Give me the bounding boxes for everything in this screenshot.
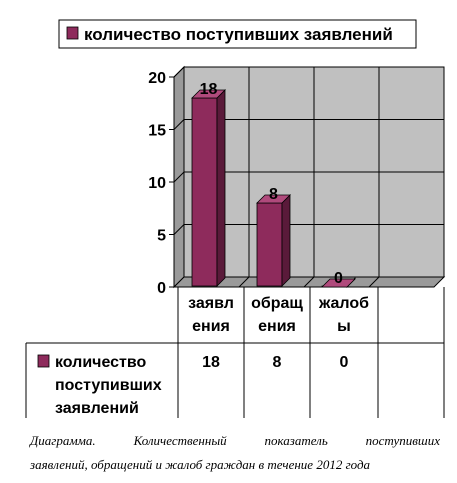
gridline — [173, 171, 444, 183]
category-label-1-line-0: обращ — [251, 295, 303, 312]
legend-swatch — [66, 26, 79, 40]
category-label-2-line-0: жалоб — [318, 295, 369, 312]
figure-caption-line-2: заявлений, обращений и жалоб граждан в т… — [30, 457, 371, 472]
legend: количество поступивших заявлений — [58, 19, 417, 49]
category-divider — [238, 67, 250, 288]
category-label-1-line-1: ения — [258, 318, 296, 335]
table-series-swatch — [37, 354, 50, 368]
bar-2 — [321, 277, 356, 288]
bar-value-label-0: 18 — [200, 81, 218, 98]
category-label-0-line-1: ения — [192, 318, 230, 335]
bar-top — [256, 194, 291, 204]
bar-side — [281, 194, 291, 287]
bar-value-label-1: 8 — [269, 186, 278, 203]
y-tick-label: 20 — [148, 70, 166, 87]
table-series-label-line-1: поступивших — [55, 377, 162, 394]
y-tick-label: 0 — [157, 280, 166, 297]
grid — [173, 66, 444, 288]
category-label-2-line-1: ы — [337, 318, 351, 335]
bar-top — [321, 278, 356, 288]
gridline — [173, 66, 444, 78]
bar-1 — [256, 194, 291, 287]
data-table: заявл ения обращ ения жалоб ы количество… — [25, 287, 445, 418]
chart: количество поступивших заявлений 0 5 10 15 2… — [25, 19, 446, 418]
y-tick-label: 15 — [148, 123, 166, 140]
legend-box — [58, 19, 417, 49]
table-value-2: 0 — [340, 354, 349, 371]
category-divider — [303, 67, 315, 288]
y-axis: 0 5 10 15 20 — [148, 70, 175, 297]
bar-top — [191, 89, 226, 99]
y-tick-label: 10 — [148, 175, 166, 192]
bar-value-label-2: 0 — [334, 270, 343, 287]
bar-front — [191, 97, 218, 287]
legend-label: количество поступивших заявлений — [84, 25, 393, 44]
bar-0 — [191, 89, 226, 287]
figure-caption-line-1: Диаграмма. Количественный показатель пос… — [30, 433, 440, 448]
gridline — [173, 224, 444, 235]
table-value-1: 8 — [273, 354, 282, 371]
category-label-0-line-0: заявл — [188, 295, 234, 312]
table-series-label-line-2: заявлений — [55, 400, 139, 417]
bar-side — [216, 89, 226, 287]
table-value-0: 18 — [202, 354, 220, 371]
y-tick-label: 5 — [157, 228, 166, 245]
gridline — [173, 119, 444, 130]
bar-front — [256, 202, 283, 287]
table-series-label-line-0: количество — [55, 354, 147, 371]
category-divider — [368, 67, 380, 288]
